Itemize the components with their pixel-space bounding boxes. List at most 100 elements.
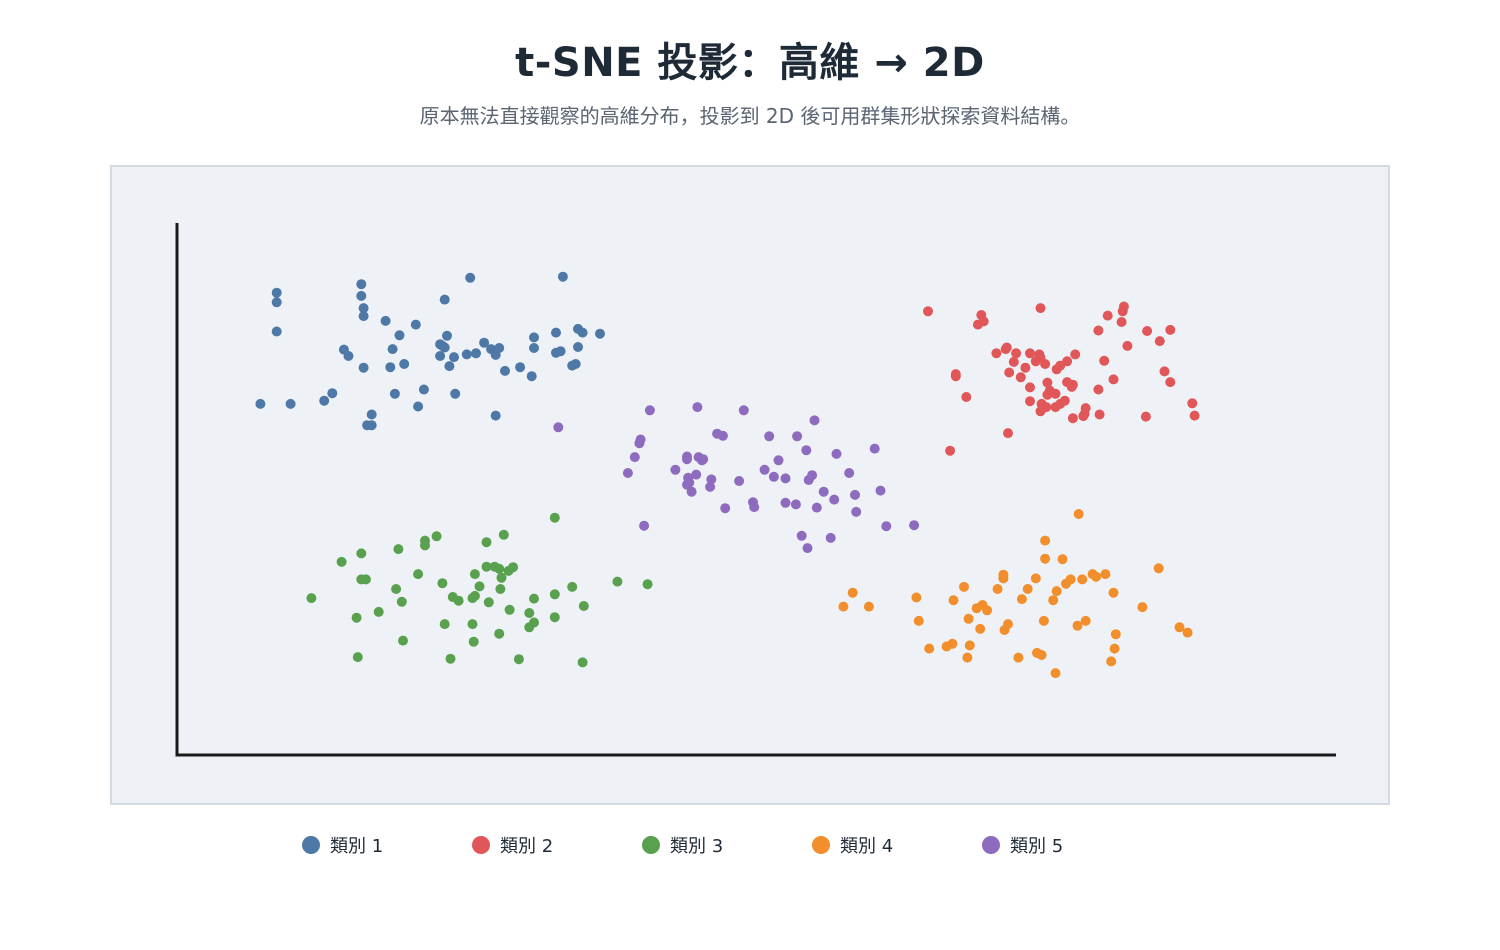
legend-label-1: 類別 1 bbox=[330, 836, 384, 857]
point-series-5-2 bbox=[622, 468, 633, 478]
point-series-2-46 bbox=[1093, 325, 1104, 336]
point-series-2-61 bbox=[1159, 366, 1170, 377]
legend-swatch-3 bbox=[642, 836, 660, 854]
point-series-1-32 bbox=[442, 330, 452, 341]
point-series-3-12 bbox=[396, 596, 407, 607]
point-series-2-31 bbox=[1042, 389, 1053, 400]
point-series-3-31 bbox=[494, 628, 505, 639]
point-series-4-5 bbox=[913, 615, 924, 626]
point-series-1-58 bbox=[595, 328, 605, 339]
point-series-3-47 bbox=[549, 512, 560, 523]
point-series-3-17 bbox=[437, 578, 448, 589]
point-series-2-13 bbox=[1001, 342, 1012, 353]
point-series-5-46 bbox=[829, 494, 840, 505]
point-series-4-31 bbox=[1040, 553, 1051, 564]
point-series-3-19 bbox=[445, 653, 456, 664]
point-series-4-1 bbox=[838, 601, 849, 612]
point-series-4-22 bbox=[1003, 619, 1013, 630]
point-series-5-30 bbox=[764, 431, 775, 442]
point-series-1-12 bbox=[358, 362, 369, 373]
point-series-3-8 bbox=[373, 606, 384, 617]
legend-item-2: 類別 2 bbox=[472, 832, 553, 858]
point-series-3-32 bbox=[498, 529, 509, 540]
point-series-1-14 bbox=[358, 311, 369, 322]
point-series-3-52 bbox=[642, 579, 653, 590]
point-series-2-49 bbox=[1108, 374, 1119, 385]
point-series-5-10 bbox=[682, 454, 692, 465]
point-series-5-34 bbox=[780, 497, 791, 508]
point-series-3-44 bbox=[529, 617, 539, 628]
point-series-1-39 bbox=[479, 337, 490, 348]
point-series-1-4 bbox=[271, 326, 282, 337]
point-series-3-50 bbox=[578, 601, 589, 611]
point-series-5-14 bbox=[686, 486, 697, 497]
point-series-5-53 bbox=[881, 521, 892, 532]
point-series-1-43 bbox=[494, 343, 505, 353]
point-series-4-9 bbox=[948, 595, 959, 606]
point-series-3-30 bbox=[483, 597, 494, 608]
point-series-3-10 bbox=[393, 544, 404, 555]
point-series-3-46 bbox=[549, 589, 560, 600]
point-series-4-29 bbox=[1038, 615, 1049, 626]
point-series-2-45 bbox=[1078, 411, 1089, 422]
point-series-5-7 bbox=[644, 405, 655, 416]
point-series-3-23 bbox=[467, 619, 478, 630]
point-series-1-25 bbox=[410, 319, 421, 330]
point-series-1-28 bbox=[435, 351, 446, 361]
point-series-5-41 bbox=[802, 543, 813, 554]
point-series-3-9 bbox=[391, 584, 402, 594]
point-series-5-54 bbox=[909, 520, 920, 531]
point-series-4-2 bbox=[847, 587, 858, 598]
point-series-1-17 bbox=[366, 420, 377, 431]
point-series-1-46 bbox=[526, 371, 537, 382]
point-series-4-15 bbox=[975, 623, 986, 634]
point-series-2-14 bbox=[1008, 356, 1019, 367]
point-series-4-33 bbox=[1051, 586, 1062, 597]
point-series-1-9 bbox=[343, 351, 354, 361]
point-series-1-11 bbox=[356, 279, 367, 290]
point-series-1-45 bbox=[515, 362, 526, 373]
point-series-1-23 bbox=[399, 359, 410, 369]
point-series-5-48 bbox=[844, 468, 855, 478]
point-series-4-12 bbox=[964, 640, 975, 651]
point-series-4-6 bbox=[924, 643, 935, 654]
legend-label-4: 類別 4 bbox=[840, 836, 894, 857]
point-series-2-15 bbox=[1011, 348, 1022, 359]
point-series-4-13 bbox=[963, 613, 974, 624]
point-series-2-41 bbox=[1067, 413, 1078, 424]
point-series-5-38 bbox=[801, 445, 812, 456]
point-series-4-50 bbox=[1153, 563, 1164, 574]
point-series-1-35 bbox=[450, 388, 461, 399]
point-series-5-40 bbox=[807, 470, 818, 481]
point-series-2-42 bbox=[1066, 381, 1077, 392]
point-series-3-41 bbox=[524, 608, 535, 618]
point-series-4-28 bbox=[1036, 650, 1047, 660]
point-series-4-25 bbox=[1022, 584, 1033, 594]
point-series-2-64 bbox=[1189, 410, 1200, 421]
point-series-3-21 bbox=[453, 595, 464, 606]
point-series-1-33 bbox=[444, 361, 455, 372]
point-series-5-15 bbox=[691, 469, 702, 480]
point-series-3-36 bbox=[496, 572, 507, 583]
point-series-2-12 bbox=[1004, 367, 1015, 378]
point-series-5-42 bbox=[809, 415, 820, 426]
point-series-3-34 bbox=[489, 561, 500, 572]
series-2 bbox=[923, 301, 1200, 456]
point-series-1-38 bbox=[471, 348, 481, 359]
points-layer bbox=[255, 271, 1200, 679]
point-series-4-43 bbox=[1091, 571, 1102, 582]
point-series-1-10 bbox=[356, 290, 367, 301]
point-series-2-19 bbox=[1025, 348, 1035, 359]
point-series-3-15 bbox=[420, 535, 430, 546]
point-series-1-29 bbox=[439, 294, 450, 305]
point-series-1-49 bbox=[551, 327, 561, 338]
point-series-1-42 bbox=[490, 410, 501, 421]
point-series-4-46 bbox=[1110, 629, 1121, 640]
legend-item-3: 類別 3 bbox=[642, 832, 723, 858]
series-5 bbox=[553, 402, 920, 554]
point-series-5-23 bbox=[717, 430, 728, 441]
point-series-5-24 bbox=[720, 503, 731, 514]
point-series-4-17 bbox=[982, 605, 993, 616]
point-series-3-11 bbox=[398, 635, 408, 646]
point-series-3-49 bbox=[577, 657, 588, 668]
